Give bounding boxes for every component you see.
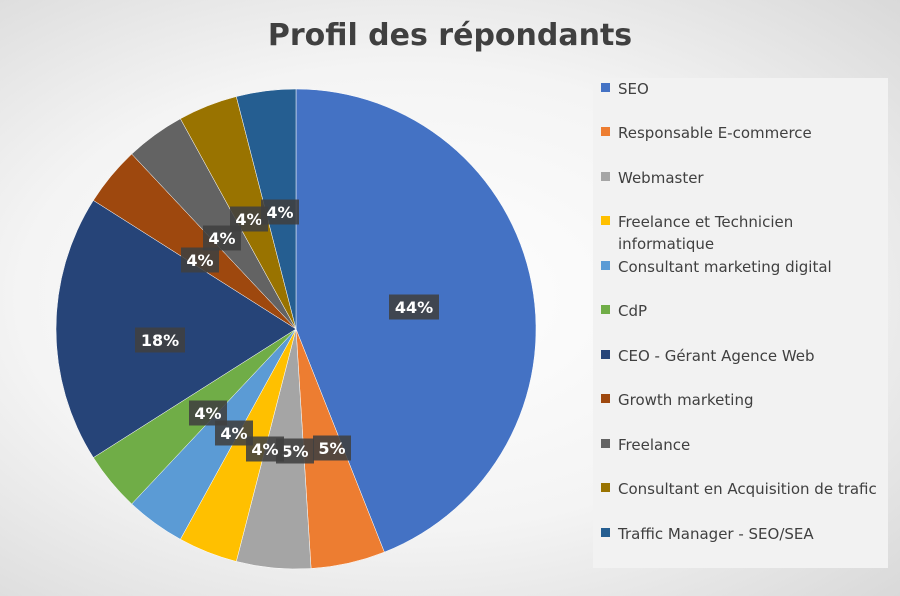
legend-label: CdP — [618, 302, 648, 320]
legend-item: Responsable E-commerce — [601, 122, 886, 144]
data-label-box — [261, 199, 299, 225]
data-label-text: 4% — [208, 229, 235, 248]
legend-item: Freelance et Technicien informatique — [601, 211, 886, 255]
legend-label: Freelance — [618, 436, 691, 454]
data-label-text: 18% — [141, 331, 179, 350]
legend: SEO Responsable E-commerce Webmaster Freela… — [593, 78, 888, 568]
data-label-text: 4% — [235, 210, 262, 229]
data-label-box — [313, 435, 351, 461]
legend-swatch — [601, 83, 610, 92]
legend-item: CEO - Gérant Agence Web — [601, 345, 886, 367]
legend-label: Growth marketing — [618, 391, 754, 409]
legend-swatch — [601, 261, 610, 270]
legend-swatch — [601, 127, 610, 136]
legend-item: CdP — [601, 300, 886, 322]
legend-label: Webmaster — [618, 169, 704, 187]
data-label-text: 4% — [251, 440, 278, 459]
data-label-text: 44% — [395, 298, 433, 317]
legend-item: Webmaster — [601, 167, 886, 189]
data-label-text: 5% — [281, 442, 308, 461]
pie-slice — [295, 88, 537, 553]
legend-label: Traffic Manager - SEO/SEA — [618, 525, 814, 543]
chart-title: Profil des répondants — [267, 18, 633, 53]
legend-label: Consultant marketing digital — [618, 258, 832, 276]
data-label-box — [181, 247, 219, 273]
legend-swatch — [601, 483, 610, 492]
data-label-text: 4% — [194, 404, 221, 423]
data-label-box — [389, 294, 439, 320]
data-label: 44% — [389, 294, 439, 320]
data-label: 18% — [135, 327, 185, 353]
legend-swatch — [601, 350, 610, 359]
legend-item: Consultant en Acquisition de trafic — [601, 478, 886, 500]
legend-label: Responsable E-commerce — [618, 124, 812, 142]
legend-label: Consultant en Acquisition de trafic — [618, 480, 877, 498]
data-label: 5% — [313, 435, 351, 461]
legend-swatch — [601, 439, 610, 448]
legend-swatch — [601, 528, 610, 537]
data-label-box — [189, 400, 227, 426]
legend-label: SEO — [618, 80, 649, 98]
legend-label: Freelance et Technicien informatique — [618, 213, 794, 253]
legend-item: Consultant marketing digital — [601, 256, 886, 278]
data-label-text: 4% — [220, 424, 247, 443]
legend-label: CEO - Gérant Agence Web — [618, 347, 815, 365]
data-label: 4% — [181, 247, 219, 273]
legend-item: Growth marketing — [601, 389, 886, 411]
data-label-text: 4% — [186, 251, 213, 270]
data-label: 4% — [189, 400, 227, 426]
legend-swatch — [601, 216, 610, 225]
legend-swatch — [601, 305, 610, 314]
legend-swatch — [601, 172, 610, 181]
data-label-text: 5% — [318, 439, 345, 458]
legend-item: Freelance — [601, 434, 886, 456]
data-label-text: 4% — [266, 203, 293, 222]
legend-item: SEO — [601, 78, 886, 100]
data-label: 4% — [261, 199, 299, 225]
legend-item: Traffic Manager - SEO/SEA — [601, 523, 886, 545]
legend-swatch — [601, 394, 610, 403]
data-label-box — [135, 327, 185, 353]
